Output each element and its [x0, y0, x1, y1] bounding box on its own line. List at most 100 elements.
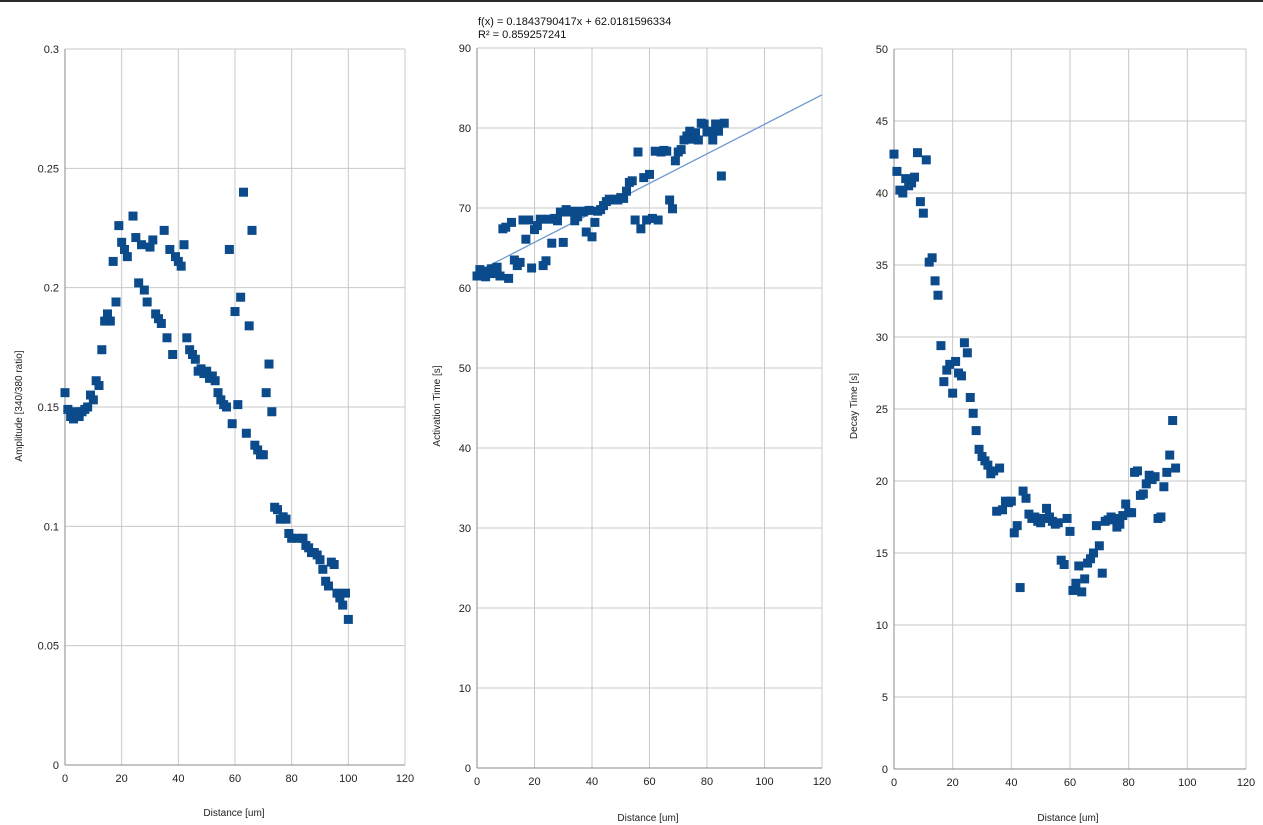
- amplitude-data-point: [91, 376, 101, 386]
- decay-time-data-point: [1127, 508, 1137, 518]
- activation-time-data-point: [509, 255, 519, 265]
- activation-time-x-tick-label: 80: [701, 776, 713, 788]
- activation-time-data-point: [647, 213, 657, 223]
- decay-time-data-point: [983, 460, 993, 470]
- activation-time-y-tick-label: 0: [465, 763, 471, 775]
- amplitude-data-point: [103, 309, 112, 319]
- amplitude-data-point: [258, 450, 268, 460]
- activation-time-data-point: [532, 221, 542, 231]
- decay-time-data-point: [995, 463, 1005, 473]
- activation-time-data-point: [578, 207, 588, 217]
- decay-time-data-point: [898, 188, 908, 198]
- activation-time-data-point: [495, 271, 505, 281]
- decay-time-data-point: [1012, 521, 1022, 531]
- amplitude-data-point: [292, 533, 302, 543]
- decay-time-x-axis-label: Distance [um]: [1037, 813, 1098, 824]
- activation-time-y-tick-label: 10: [459, 683, 471, 695]
- activation-time-data-point: [653, 215, 663, 225]
- activation-time-data-point: [541, 256, 551, 266]
- decay-time-data-point: [889, 149, 899, 159]
- amplitude-data-point: [63, 404, 73, 414]
- amplitude-y-tick-label: 0.1: [44, 521, 59, 533]
- decay-time-data-point: [1018, 486, 1028, 496]
- activation-time-data-point: [699, 119, 709, 129]
- decay-time-data-point: [1156, 512, 1166, 522]
- activation-time-data-point: [642, 215, 652, 225]
- linear-trendline: [476, 94, 823, 273]
- decay-time-data-point: [974, 444, 984, 454]
- amplitude-data-point: [154, 314, 163, 324]
- activation-time-data-point: [587, 232, 597, 242]
- decay-time-data-point: [1121, 499, 1131, 509]
- amplitude-data-point: [86, 390, 95, 400]
- activation-time-data-point: [489, 269, 499, 279]
- activation-time-data-point: [481, 272, 491, 282]
- decay-time-data-point: [956, 371, 966, 381]
- activation-time-plot-area: 0 20 40 60 80 100 120 0 10 20 30 40 50 60 70 80 90: [459, 43, 831, 788]
- amplitude-data-point: [332, 588, 342, 598]
- activation-time-data-point: [639, 173, 649, 183]
- activation-time-data-point: [492, 262, 502, 272]
- decay-time-data-point: [910, 172, 920, 182]
- decay-time-data-point: [965, 392, 975, 402]
- decay-time-data-point: [1132, 466, 1142, 476]
- amplitude-y-tick-label: 0.25: [38, 163, 59, 175]
- decay-time-x-tick-label: 60: [1064, 777, 1076, 789]
- amplitude-data-point: [267, 407, 277, 417]
- activation-time-data-point: [665, 195, 675, 205]
- amplitude-data-point: [60, 388, 70, 398]
- amplitude-data-point: [227, 419, 237, 429]
- decay-time-data-point: [1118, 511, 1128, 521]
- amplitude-data-point: [74, 412, 84, 422]
- amplitude-data-point: [179, 240, 189, 250]
- activation-time-data-point: [518, 215, 528, 225]
- decay-time-x-tick-label: 100: [1178, 777, 1196, 789]
- activation-time-data-point: [685, 126, 695, 136]
- decay-time-data-point: [971, 426, 981, 436]
- decay-time-data-point: [1138, 489, 1148, 499]
- decay-time-data-point: [915, 197, 925, 207]
- activation-time-data-point: [524, 215, 534, 225]
- amplitude-data-point: [329, 560, 339, 570]
- decay-time-data-point: [1053, 518, 1063, 528]
- amplitude-data-point: [88, 395, 98, 405]
- amplitude-data-point: [83, 402, 93, 412]
- activation-time-y-axis-label: Activation Time [s]: [432, 365, 443, 446]
- activation-time-data-point: [650, 146, 660, 156]
- decay-time-x-tick-label: 120: [1237, 777, 1255, 789]
- activation-time-data-point: [716, 171, 726, 181]
- amplitude-y-tick-label: 0.05: [38, 641, 59, 653]
- decay-time-data-point: [1097, 568, 1107, 578]
- activation-time-data-point: [558, 237, 568, 247]
- amplitude-data-point: [151, 309, 161, 319]
- activation-time-data-point: [590, 217, 600, 227]
- amplitude-y-tick-label: 0.3: [44, 44, 59, 56]
- activation-time-x-tick-label: 0: [474, 776, 480, 788]
- decay-time-data-point: [921, 155, 931, 165]
- amplitude-data-point: [156, 318, 166, 328]
- amplitude-data-point: [298, 533, 308, 543]
- amplitude-data-point: [287, 533, 297, 543]
- activation-time-data-point: [619, 193, 629, 203]
- amplitude-data-point: [137, 240, 146, 250]
- decay-time-data-point: [998, 505, 1008, 515]
- decay-time-y-tick-label: 10: [876, 620, 888, 632]
- amplitude-x-tick-label: 80: [286, 773, 298, 785]
- decay-time-y-tick-label: 50: [876, 44, 888, 56]
- amplitude-data-point: [190, 354, 200, 364]
- decay-time-y-tick-label: 40: [876, 188, 888, 200]
- activation-time-data-point: [535, 214, 545, 224]
- amplitude-data-point: [247, 225, 257, 235]
- amplitude-data-point: [338, 600, 348, 610]
- amplitude-data-point: [196, 364, 206, 374]
- decay-time-data-point: [939, 377, 949, 387]
- amplitude-data-point: [321, 576, 331, 586]
- amplitude-data-point: [324, 581, 333, 591]
- activation-time-data-point: [691, 128, 700, 138]
- decay-time-data-point: [907, 178, 917, 188]
- amplitude-data-point: [108, 256, 118, 266]
- decay-time-x-tick-label: 0: [891, 777, 897, 789]
- amplitude-data-point: [202, 366, 212, 376]
- decay-time-data-point: [927, 253, 937, 263]
- amplitude-data-point: [168, 349, 178, 359]
